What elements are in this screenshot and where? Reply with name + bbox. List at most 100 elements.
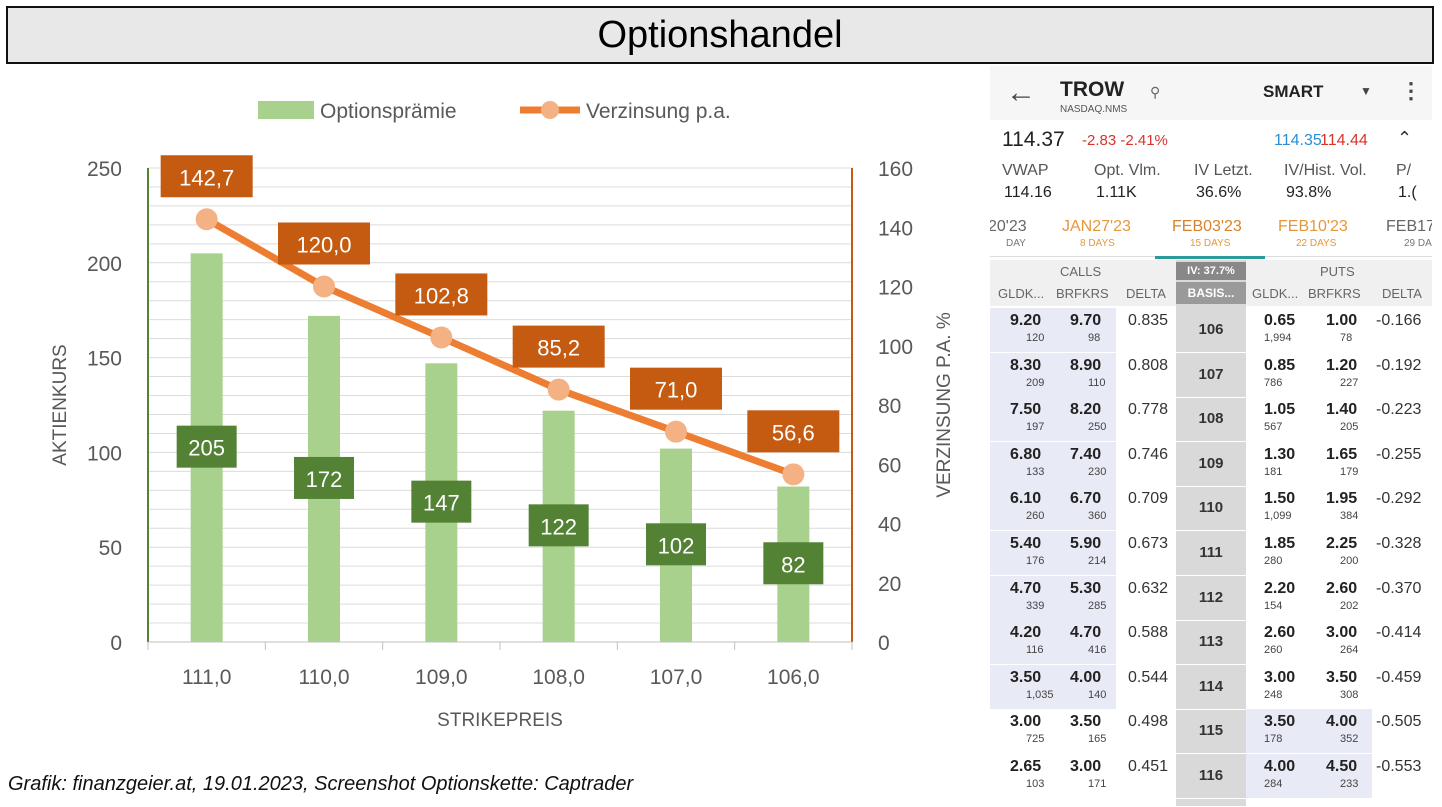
call-ask[interactable]: 4.00 <box>1070 668 1102 686</box>
option-row[interactable]: 7.50 197 8.20 250 0.778 108 1.05 567 1.40 205 -0.2… <box>990 397 1432 443</box>
strike-price: 115 <box>1198 722 1224 740</box>
put-ask-size: 78 <box>1340 332 1353 344</box>
symbol-label[interactable]: TROW <box>1060 78 1125 101</box>
col-call-bid[interactable]: GLDK... <box>998 286 1045 301</box>
call-ask-size: 230 <box>1088 465 1107 478</box>
call-ask[interactable]: 5.30 <box>1070 579 1102 597</box>
put-bid[interactable]: 0.85 <box>1264 356 1296 374</box>
stat-value: 93.8% <box>1286 184 1332 201</box>
call-ask[interactable]: 8.20 <box>1070 401 1102 419</box>
put-ask[interactable]: 3.50 <box>1326 668 1358 686</box>
put-bid[interactable]: 0.65 <box>1264 312 1296 329</box>
line-point <box>195 208 218 231</box>
chevron-down-icon[interactable]: ▼ <box>1360 84 1372 98</box>
col-call-delta[interactable]: DELTA <box>1126 286 1166 301</box>
chevron-up-icon[interactable]: ⌃ <box>1397 128 1413 148</box>
option-row[interactable]: 9.20 120 9.70 98 0.835 106 0.65 1,994 1.00 78 -0.1… <box>990 308 1432 353</box>
call-bid[interactable]: 5.40 <box>1010 535 1042 552</box>
search-icon[interactable]: ⚲ <box>1150 84 1161 100</box>
put-ask[interactable]: 4.50 <box>1326 758 1358 775</box>
option-row[interactable]: 5.40 176 5.90 214 0.673 111 1.85 280 2.25 200 -0.3… <box>990 531 1432 576</box>
put-bid[interactable]: 1.85 <box>1264 535 1296 552</box>
call-bid[interactable]: 3.00 <box>1010 713 1042 731</box>
option-row[interactable]: 4.70 339 5.30 285 0.632 112 2.20 154 2.60 202 -0.3… <box>990 575 1432 621</box>
call-bid-size: 176 <box>1026 555 1045 567</box>
call-bid[interactable]: 6.10 <box>1010 490 1042 508</box>
expiry-tab[interactable]: FEB17 <box>1386 218 1432 235</box>
put-bid[interactable]: 3.50 <box>1264 713 1296 731</box>
put-bid-size: 181 <box>1264 465 1283 478</box>
strike-price: 109 <box>1198 454 1224 472</box>
col-put-bid[interactable]: GLDK... <box>1252 286 1299 301</box>
put-bid[interactable]: 4.00 <box>1264 758 1296 775</box>
col-call-ask[interactable]: BRFKRS <box>1056 286 1109 301</box>
call-ask[interactable]: 3.50 <box>1070 713 1102 731</box>
put-ask[interactable]: 2.25 <box>1326 535 1358 552</box>
col-put-delta[interactable]: DELTA <box>1382 286 1422 301</box>
option-row[interactable]: 4.20 116 4.70 416 0.588 113 2.60 260 3.00 264 -0.4… <box>990 620 1432 666</box>
put-bid[interactable]: 1.05 <box>1264 401 1296 419</box>
put-bid[interactable]: 1.30 <box>1264 445 1296 463</box>
call-ask[interactable]: 5.90 <box>1070 535 1102 552</box>
line-label-box <box>160 155 253 198</box>
call-bid[interactable]: 4.20 <box>1010 624 1042 642</box>
put-ask[interactable]: 1.95 <box>1326 490 1358 508</box>
call-ask-size: 140 <box>1088 688 1107 701</box>
call-bid[interactable]: 3.50 <box>1010 668 1042 686</box>
call-delta: 0.451 <box>1128 758 1169 775</box>
expiry-tab[interactable]: JAN27'23 <box>1062 218 1131 235</box>
put-ask[interactable]: 1.40 <box>1326 401 1358 419</box>
put-bid[interactable]: 1.50 <box>1264 490 1296 508</box>
expiry-tab[interactable]: FEB03'23 <box>1172 218 1242 235</box>
put-ask[interactable]: 2.60 <box>1326 579 1358 597</box>
expiry-tab[interactable]: FEB10'23 <box>1278 218 1348 235</box>
put-ask-size: 200 <box>1340 555 1359 567</box>
put-bid[interactable]: 2.60 <box>1264 624 1296 642</box>
expiry-tab[interactable]: 20'23 <box>990 218 1027 235</box>
quote-row: 114.37 -2.83 -2.41% 114.35 114.44 ⌃ <box>1002 128 1432 154</box>
put-ask[interactable]: 1.20 <box>1326 356 1358 374</box>
back-arrow-icon[interactable]: ← <box>1006 76 1036 109</box>
itm-call-bg <box>990 352 1116 397</box>
call-bid[interactable]: 9.20 <box>1010 312 1042 329</box>
itm-call-bg <box>990 486 1116 531</box>
expiry-tabs: 20'23 DAY JAN27'23 8 DAYS FEB03'23 15 DAYS FEB… <box>990 214 1432 257</box>
put-ask[interactable]: 1.00 <box>1326 312 1358 329</box>
option-row[interactable]: 2.65 103 3.00 171 0.451 116 4.00 284 4.50 233 -0.5… <box>990 754 1432 799</box>
call-ask[interactable]: 4.70 <box>1070 624 1102 642</box>
option-row[interactable]: 3.50 1,035 4.00 140 0.544 114 3.00 248 3.50 308 -0… <box>990 664 1432 710</box>
put-bid[interactable]: 3.00 <box>1264 668 1296 686</box>
option-row[interactable]: 6.80 133 7.40 230 0.746 109 1.30 181 1.65 179 -0.2… <box>990 441 1432 487</box>
line-series <box>203 215 797 478</box>
call-bid-size: 1,035 <box>1026 688 1054 701</box>
route-selector[interactable]: SMART <box>1263 82 1324 101</box>
col-put-ask[interactable]: BRFKRS <box>1308 286 1361 301</box>
put-ask-size: 384 <box>1340 510 1359 523</box>
call-bid[interactable]: 8.30 <box>1010 356 1042 374</box>
call-ask[interactable]: 3.00 <box>1070 758 1102 775</box>
call-ask[interactable]: 8.90 <box>1070 356 1102 374</box>
call-bid[interactable]: 6.80 <box>1010 445 1042 463</box>
price-change: -2.83 -2.41% <box>1082 132 1168 149</box>
put-ask[interactable]: 1.65 <box>1326 445 1358 463</box>
call-bid[interactable]: 4.70 <box>1010 579 1042 597</box>
basis-header[interactable]: BASIS... <box>1176 282 1246 304</box>
call-bid[interactable]: 2.65 <box>1010 758 1042 775</box>
stat-value: 1.( <box>1398 184 1417 201</box>
strike-price: 113 <box>1198 633 1224 651</box>
option-row[interactable]: 3.00 725 3.50 165 0.498 115 3.50 178 4.00 352 -0.5… <box>990 709 1432 755</box>
call-ask[interactable]: 6.70 <box>1070 490 1102 508</box>
call-bid[interactable]: 7.50 <box>1010 401 1042 419</box>
option-row[interactable]: 8.30 209 8.90 110 0.808 107 0.85 786 1.20 227 -0.1… <box>990 352 1432 398</box>
put-ask[interactable]: 4.00 <box>1326 713 1358 731</box>
put-bid[interactable]: 2.20 <box>1264 579 1296 597</box>
expiry-days: 8 DAYS <box>1080 238 1115 249</box>
call-ask[interactable]: 7.40 <box>1070 445 1102 463</box>
source-caption: Grafik: finanzgeier.at, 19.01.2023, Scre… <box>8 773 634 795</box>
strike-price: 116 <box>1198 767 1224 784</box>
put-ask[interactable]: 3.00 <box>1326 624 1358 642</box>
call-ask[interactable]: 9.70 <box>1070 312 1102 329</box>
more-menu-icon[interactable]: ⋮ <box>1400 78 1422 103</box>
strike-column <box>1176 260 1246 806</box>
option-row[interactable]: 6.10 260 6.70 360 0.709 110 1.50 1,099 1.95 384 -0… <box>990 486 1432 532</box>
